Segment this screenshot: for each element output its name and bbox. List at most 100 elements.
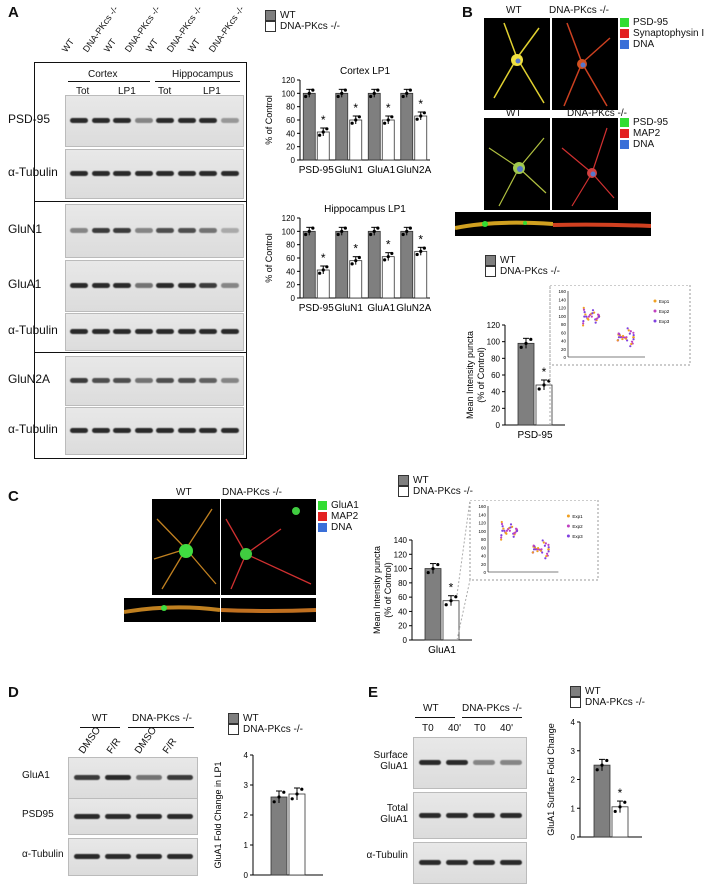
inset-point: [591, 312, 594, 315]
b-legend1-red: [620, 29, 629, 38]
inset-point: [621, 337, 624, 341]
blot-strip: [65, 260, 244, 312]
y-tick-label: 20: [491, 404, 500, 413]
category-label: GluN1: [335, 165, 364, 176]
inset-point: [500, 520, 503, 524]
chart-hippocampus-lp1: Hippocampus LP1 0 20 40 60 80 100 120 % of Contr…: [264, 204, 432, 314]
inset-point: [547, 550, 550, 553]
blot-band: [199, 329, 217, 334]
inset-legend-label: Exp3: [659, 319, 670, 324]
significance-star: *: [449, 581, 454, 595]
bar-ko: [414, 250, 428, 299]
inset-point: [627, 329, 630, 332]
panel-label-b: B: [462, 4, 473, 21]
y-tick-label: 3: [244, 781, 249, 790]
blot-band: [156, 283, 174, 288]
y-tick-label: 60: [491, 371, 500, 380]
blot-band: [419, 860, 441, 865]
inset-connector: [456, 500, 471, 596]
b-legend2-dna: DNA: [633, 139, 655, 150]
inset-tick-label: 140: [478, 512, 486, 517]
dendrite-c-wt: [124, 598, 220, 622]
y-tick-label: 60: [286, 116, 295, 125]
data-point: [318, 271, 322, 275]
data-point: [426, 570, 430, 575]
c-legend-dna: DNA: [331, 522, 353, 533]
bar-ko: [349, 260, 363, 299]
inset-point: [505, 529, 509, 532]
c-legend-blue: [318, 523, 327, 532]
b-legend1-psd95: PSD-95: [633, 17, 669, 28]
data-point: [529, 337, 533, 341]
d-lane-label: DMSO: [76, 725, 104, 756]
label-lp1-2: LP1: [203, 86, 221, 97]
blot-label: PSD95: [22, 808, 54, 820]
b-legend-ko-swatch: [485, 266, 496, 277]
inset-tick-label: 120: [558, 306, 566, 311]
blot-band: [167, 854, 193, 859]
blot-band: [136, 854, 162, 859]
blot-band: [156, 329, 174, 334]
blot-strip: [65, 356, 244, 406]
blot-band: [74, 775, 100, 780]
data-point: [336, 232, 340, 237]
data-point: [321, 268, 325, 272]
bar-wt: [367, 230, 381, 299]
blot-label: GluN2A: [8, 372, 51, 386]
y-tick-label: 100: [487, 338, 501, 347]
blot-band: [220, 228, 239, 233]
blot-band: [113, 378, 131, 383]
blot-band: [105, 854, 131, 859]
y-tick-label: 120: [282, 214, 296, 223]
blot-band: [156, 228, 174, 233]
chart-cortex-lp1: Cortex LP1 0 20 40 60 80 100 120 % of Control * PS…: [264, 66, 432, 176]
panel-e-legend: WT DNA-PKcs -/-: [570, 686, 645, 708]
e-legend-ko-swatch: [570, 697, 581, 708]
category-label: GluN2A: [396, 303, 431, 314]
y-tick-label: 4: [571, 718, 576, 727]
inset-legend-dot: [653, 319, 657, 323]
d-legend-ko: DNA-PKcs -/-: [243, 724, 303, 735]
blot-band: [91, 378, 110, 383]
b-legend-2: PSD-95 MAP2 DNA: [620, 117, 668, 150]
data-point: [408, 226, 412, 230]
blot-band: [134, 329, 153, 334]
blot-label: GluA1: [8, 277, 42, 291]
blot-band: [113, 329, 131, 334]
e-lane-label: 40': [448, 723, 462, 734]
blot-label: Surface GluA1: [373, 750, 408, 772]
blot-strip: [68, 757, 198, 799]
y-tick-label: 100: [282, 227, 296, 236]
blot-label: α-Tubulin: [8, 422, 58, 436]
blot-band: [177, 283, 196, 288]
panel-label-e: E: [368, 684, 379, 701]
blot-label: Total GluA1: [380, 802, 408, 825]
c-legend: GluA1 MAP2 DNA: [318, 500, 359, 533]
blot-separator: [34, 201, 247, 202]
inset-tick-label: 60: [561, 330, 567, 335]
bar-wt: [400, 230, 414, 299]
y-axis-label: Mean Intensity puncta(% of Control): [465, 331, 486, 419]
c-legend-map2: MAP2: [331, 511, 359, 522]
label-cortex: Cortex: [88, 69, 118, 80]
blot-strip: [413, 737, 527, 789]
blot-band: [446, 812, 468, 818]
b-legend2-green: [620, 118, 629, 127]
bar-ko: [442, 600, 460, 641]
c-wt: WT: [176, 487, 192, 498]
inset-point: [590, 315, 593, 318]
category-label: GluN1: [335, 303, 364, 314]
data-point: [537, 387, 541, 391]
blot-band: [113, 118, 131, 123]
blot-separator: [34, 352, 247, 353]
blot-band: [134, 228, 153, 233]
inset-point: [501, 525, 504, 528]
data-point: [444, 603, 448, 607]
blot-band: [177, 228, 196, 233]
inset-frame: [469, 500, 599, 581]
micro-b-wt-1: [484, 18, 550, 110]
data-point: [307, 91, 311, 95]
blot-band: [113, 428, 131, 433]
y-tick-label: 0: [291, 294, 296, 303]
